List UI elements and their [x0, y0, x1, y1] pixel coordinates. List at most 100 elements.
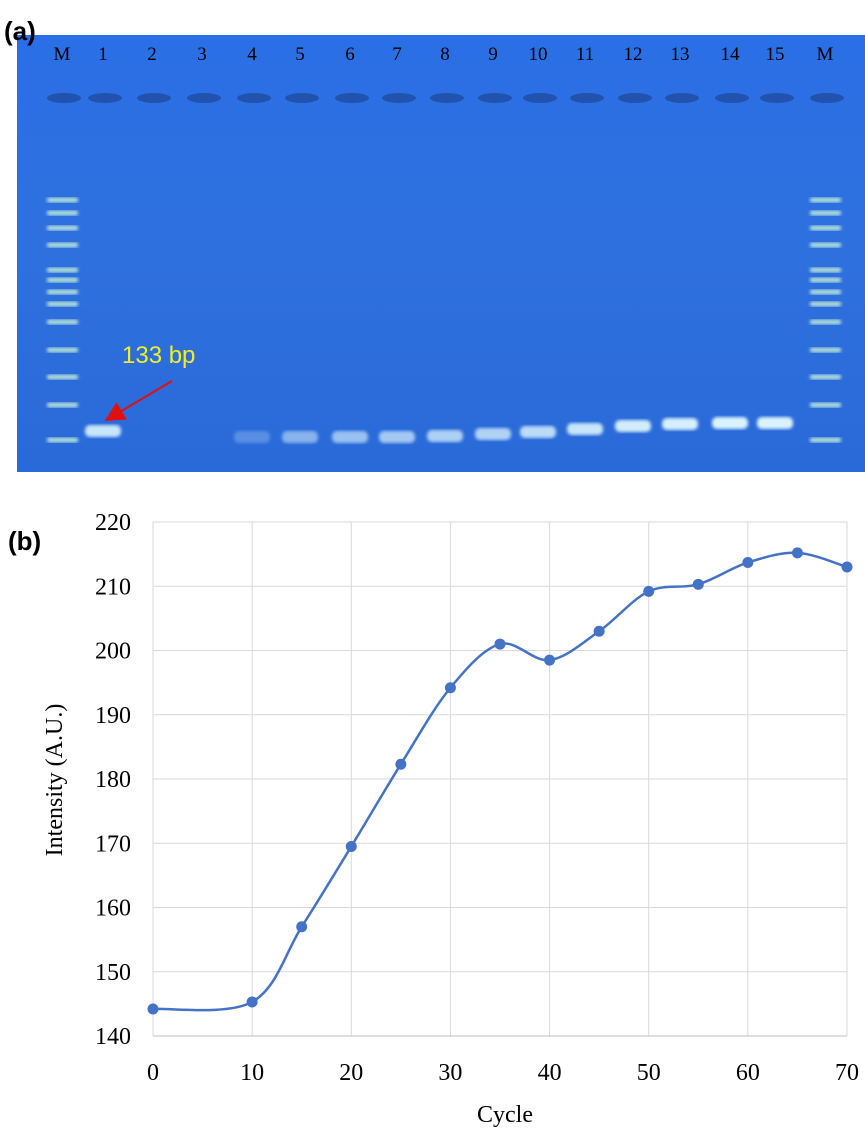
lane-label: 14 — [721, 44, 741, 65]
ladder-band — [47, 437, 78, 443]
gel-image — [17, 35, 865, 472]
y-tick-label: 190 — [95, 703, 131, 729]
ladder-band — [47, 319, 78, 325]
dna-band — [757, 417, 793, 429]
data-point — [296, 921, 308, 933]
y-tick-label: 160 — [95, 896, 131, 922]
lane-label: 1 — [98, 44, 108, 65]
well — [335, 93, 369, 103]
ladder-band — [810, 402, 841, 408]
well — [430, 93, 464, 103]
data-point — [593, 625, 605, 637]
ladder-band — [810, 267, 841, 273]
data-point — [246, 996, 258, 1008]
dna-band — [567, 423, 603, 435]
y-tick-label: 140 — [95, 1024, 131, 1050]
data-point — [841, 561, 853, 573]
dna-band — [662, 418, 698, 430]
lane-label: 5 — [295, 44, 305, 65]
panel-label: (a) — [4, 16, 36, 46]
y-tick-label: 200 — [95, 639, 131, 665]
ladder-band — [47, 289, 78, 295]
lane-label: 6 — [345, 44, 355, 65]
ladder-band — [47, 402, 78, 408]
well — [665, 93, 699, 103]
lane-label: M — [817, 44, 834, 65]
dna-band — [379, 431, 415, 443]
well — [88, 93, 122, 103]
x-tick-label: 0 — [147, 1060, 159, 1086]
y-axis-title: Intensity (A.U.) — [42, 704, 68, 857]
lane-label: 8 — [440, 44, 450, 65]
well — [137, 93, 171, 103]
ladder-band — [47, 374, 78, 380]
ladder-band — [47, 210, 78, 216]
ladder-band — [810, 301, 841, 307]
x-tick-label: 50 — [637, 1060, 661, 1086]
dna-band — [85, 425, 121, 437]
gel-bands — [47, 93, 844, 443]
arrow — [104, 380, 173, 422]
data-point — [544, 654, 556, 666]
data-line — [152, 551, 848, 1012]
ladder-band — [47, 347, 78, 353]
well — [187, 93, 221, 103]
lane-label: 4 — [247, 44, 257, 65]
ladder-band — [810, 210, 841, 216]
ladder-band — [47, 301, 78, 307]
y-tick-label: 150 — [95, 960, 131, 986]
data-point — [692, 578, 704, 590]
data-point — [643, 585, 655, 597]
y-tick-label: 210 — [95, 574, 131, 600]
dna-band — [332, 431, 368, 443]
annotation: 133 bp — [122, 342, 195, 369]
x-tick-label: 70 — [835, 1060, 859, 1086]
data-point — [345, 840, 357, 852]
ladder-band — [47, 225, 78, 231]
x-tick-label: 60 — [736, 1060, 760, 1086]
dna-band — [615, 420, 651, 432]
well — [810, 93, 844, 103]
dna-band — [234, 431, 270, 443]
ladder-band — [810, 319, 841, 325]
lane-label: 7 — [392, 44, 402, 65]
y-tick-label: 180 — [95, 767, 131, 793]
data-point — [742, 556, 754, 568]
data-point — [147, 1003, 159, 1015]
y-tick-label: 220 — [95, 510, 131, 536]
well — [760, 93, 794, 103]
lane-label: 11 — [576, 44, 594, 65]
ladder-band — [810, 374, 841, 380]
well — [47, 93, 81, 103]
lane-label: M — [54, 44, 71, 65]
well — [237, 93, 271, 103]
data-point — [494, 638, 506, 650]
lane-label: 9 — [488, 44, 498, 65]
data-point — [395, 758, 407, 770]
x-axis-title: Cycle — [477, 1102, 533, 1128]
well — [715, 93, 749, 103]
well — [478, 93, 512, 103]
dna-band — [475, 428, 511, 440]
well — [618, 93, 652, 103]
x-tick-label: 10 — [240, 1060, 264, 1086]
y-tick-label: 170 — [95, 831, 131, 857]
ladder-band — [810, 347, 841, 353]
ladder-band — [47, 242, 78, 248]
ladder-band — [47, 197, 78, 203]
ladder-band — [810, 242, 841, 248]
ladder-band — [47, 277, 78, 283]
data-point — [444, 682, 456, 694]
lane-label: 13 — [671, 44, 690, 65]
lane-label: 12 — [624, 44, 643, 65]
dna-band — [427, 430, 463, 442]
lane-label: 2 — [147, 44, 157, 65]
x-tick-label: 40 — [538, 1060, 562, 1086]
lane-label: 3 — [197, 44, 207, 65]
lane-label: 10 — [529, 44, 548, 65]
dna-band — [282, 431, 318, 443]
ladder-band — [47, 267, 78, 273]
plot-area: 140 150 160 170 180 190 200 210 220 0 10 20 30 40 50 60… — [95, 510, 859, 1086]
well — [285, 93, 319, 103]
